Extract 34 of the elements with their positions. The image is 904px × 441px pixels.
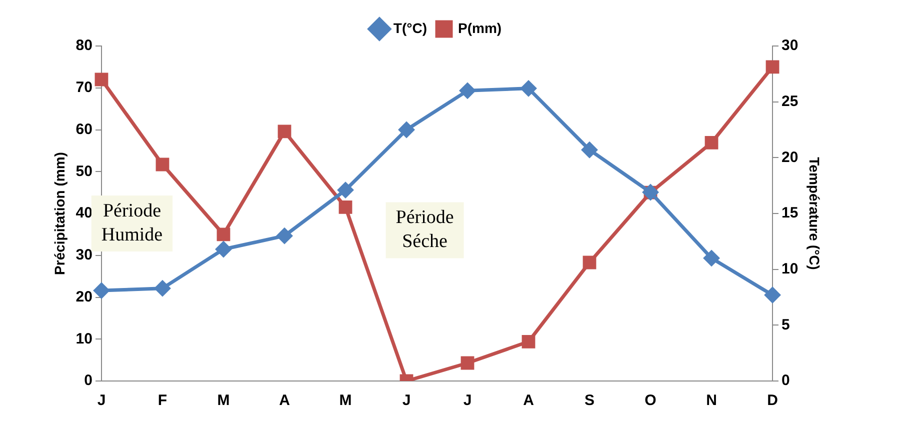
x-tick-label: D (767, 392, 778, 410)
y-tick-label: 10 (76, 330, 92, 348)
x-tick-label: F (158, 392, 168, 410)
x-tick-label: A (523, 392, 534, 410)
y2-tick-label: 10 (782, 260, 798, 278)
y-tick-label: 30 (76, 246, 92, 264)
y2-axis-title: Température (°C) (806, 157, 823, 270)
x-tick-label: A (279, 392, 290, 410)
legend-label: T(°C) (393, 20, 428, 36)
legend-label: P(mm) (458, 20, 502, 36)
y2-tick-label: 20 (782, 148, 798, 166)
y2-tick-label: 30 (782, 37, 798, 54)
x-tick-label: M (339, 392, 352, 410)
y-tick-label: 50 (76, 162, 92, 180)
y2-tick-label: 15 (782, 204, 798, 222)
y2-tick-label: 25 (782, 92, 798, 110)
x-tick-label: N (706, 392, 717, 410)
y-tick-label: 0 (84, 372, 92, 390)
x-tick-label: O (644, 392, 657, 410)
y-tick-label: 60 (76, 120, 92, 138)
x-tick-label: S (584, 392, 595, 410)
annotation: Période Humide (101, 200, 163, 246)
x-tick-label: J (463, 392, 472, 410)
y-tick-label: 80 (76, 37, 92, 54)
y2-tick-label: 0 (782, 372, 790, 390)
annotation: Période Séche (396, 207, 454, 252)
x-tick-label: J (97, 392, 106, 410)
x-tick-label: M (217, 392, 230, 410)
y2-tick-label: 5 (782, 316, 790, 334)
y-tick-label: 20 (76, 288, 92, 306)
y-tick-label: 70 (76, 79, 92, 96)
y-axis-title: Précipitation (mm) (51, 152, 68, 275)
x-tick-label: J (402, 392, 411, 410)
y-tick-label: 40 (76, 204, 92, 222)
